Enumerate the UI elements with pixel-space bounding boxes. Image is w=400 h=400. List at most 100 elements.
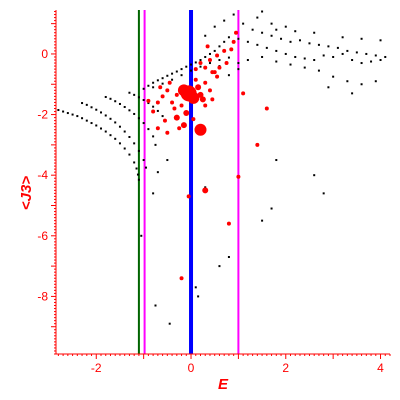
data-point xyxy=(223,19,226,22)
data-points xyxy=(57,10,387,325)
data-point xyxy=(183,110,190,117)
data-point xyxy=(185,65,188,68)
data-point xyxy=(374,54,377,57)
data-point xyxy=(360,83,363,86)
data-point xyxy=(152,86,155,89)
y-tick-label: -4 xyxy=(37,168,48,182)
data-point xyxy=(165,130,170,135)
data-point xyxy=(317,43,320,46)
data-point xyxy=(275,60,278,63)
data-point xyxy=(199,96,206,103)
data-point xyxy=(202,187,209,194)
data-point xyxy=(193,67,198,72)
data-point xyxy=(142,99,145,102)
data-point xyxy=(128,135,131,138)
data-point xyxy=(215,53,220,58)
data-point xyxy=(194,61,197,64)
data-point xyxy=(66,112,69,115)
x-tick-label: 0 xyxy=(188,361,195,375)
data-point xyxy=(142,159,145,162)
data-point xyxy=(213,49,216,52)
data-point xyxy=(208,62,211,65)
data-point xyxy=(171,72,174,75)
data-point xyxy=(81,117,84,120)
y-tick-label: 0 xyxy=(41,47,48,61)
data-point xyxy=(213,25,216,28)
x-tick-label: 2 xyxy=(282,361,289,375)
data-point xyxy=(384,55,387,58)
data-point xyxy=(229,47,234,52)
data-point xyxy=(162,118,167,123)
data-point xyxy=(177,126,182,131)
data-point xyxy=(194,286,197,289)
data-point xyxy=(146,98,151,103)
data-point xyxy=(128,109,131,112)
data-point xyxy=(270,207,273,210)
data-point xyxy=(171,78,174,81)
data-point xyxy=(227,256,230,259)
data-point xyxy=(275,159,278,162)
data-point xyxy=(123,147,126,150)
data-point xyxy=(289,63,292,66)
data-point xyxy=(313,59,316,62)
data-point xyxy=(246,40,249,43)
y-axis-title: <J3> xyxy=(18,176,35,210)
data-point xyxy=(142,122,145,125)
y-tick-label: -8 xyxy=(37,289,48,303)
data-point xyxy=(217,65,222,70)
data-point xyxy=(155,126,160,131)
data-point xyxy=(152,81,155,84)
data-point xyxy=(207,58,212,63)
data-point xyxy=(180,68,183,71)
data-point xyxy=(322,192,325,195)
data-point xyxy=(104,114,107,117)
data-point xyxy=(118,125,121,128)
data-point xyxy=(226,221,231,226)
data-point xyxy=(179,276,184,281)
data-point xyxy=(261,55,264,58)
data-point xyxy=(212,70,217,75)
data-point xyxy=(147,102,150,105)
data-point xyxy=(137,149,140,152)
data-point xyxy=(133,161,136,164)
data-point xyxy=(142,87,145,90)
y-tick-label: -6 xyxy=(37,229,48,243)
data-point xyxy=(351,59,354,62)
data-point xyxy=(152,192,155,195)
series-1 xyxy=(57,10,387,325)
data-point xyxy=(190,63,193,66)
data-point xyxy=(227,74,230,77)
data-point xyxy=(118,142,121,145)
data-point xyxy=(218,59,221,62)
data-point xyxy=(104,130,107,133)
data-point xyxy=(172,106,177,111)
data-point xyxy=(140,234,143,237)
data-point xyxy=(147,128,150,131)
data-point xyxy=(186,194,191,199)
data-point xyxy=(289,40,292,43)
data-point xyxy=(280,37,283,40)
data-point xyxy=(100,127,103,130)
data-point xyxy=(137,178,140,181)
data-point xyxy=(261,219,264,222)
data-point xyxy=(62,110,65,113)
data-point xyxy=(109,117,112,120)
data-point xyxy=(207,88,212,93)
data-point xyxy=(118,102,121,105)
data-point xyxy=(128,153,131,156)
data-point xyxy=(256,16,259,19)
data-point xyxy=(173,114,180,121)
data-point xyxy=(379,39,382,42)
data-point xyxy=(246,59,249,62)
data-point xyxy=(303,57,306,60)
data-point xyxy=(195,84,202,91)
data-point xyxy=(136,173,139,176)
data-point xyxy=(234,30,239,35)
data-point xyxy=(237,62,240,65)
data-point xyxy=(227,36,230,39)
data-point xyxy=(156,109,159,112)
data-point xyxy=(256,43,259,46)
data-point xyxy=(336,46,339,49)
data-point xyxy=(197,295,200,298)
